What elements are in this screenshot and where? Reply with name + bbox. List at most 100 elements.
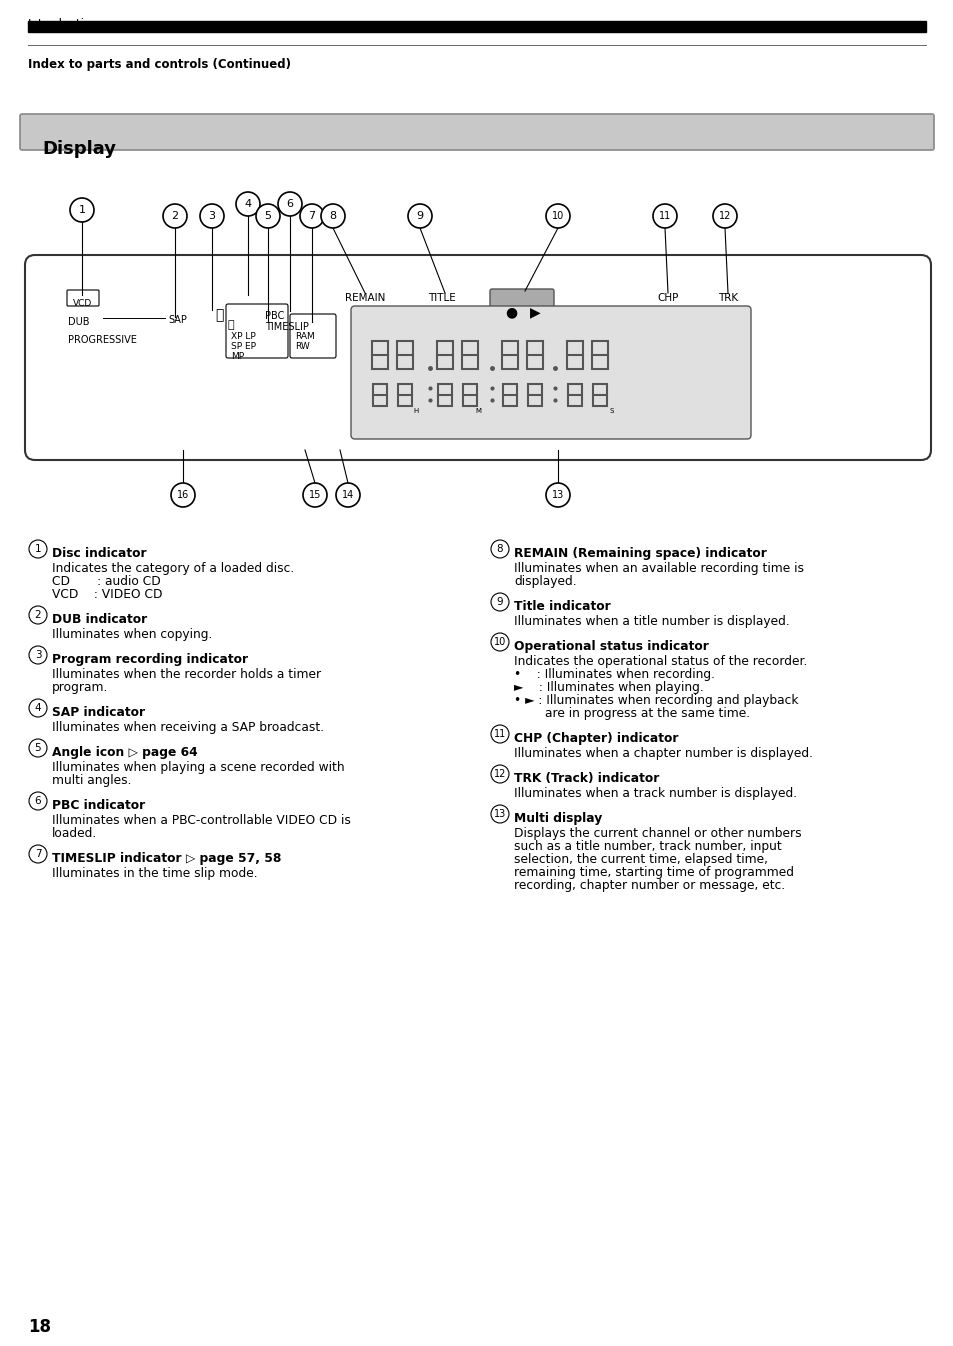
Text: 10: 10 [494, 637, 506, 647]
Text: ⛹: ⛹ [228, 320, 234, 330]
Text: TRK (Track) indicator: TRK (Track) indicator [514, 773, 659, 785]
Text: Indicates the operational status of the recorder.: Indicates the operational status of the … [514, 656, 806, 668]
Text: 10: 10 [551, 211, 563, 221]
Circle shape [299, 205, 324, 227]
Text: selection, the current time, elapsed time,: selection, the current time, elapsed tim… [514, 853, 767, 865]
Circle shape [171, 483, 194, 507]
Circle shape [491, 594, 509, 611]
Text: REMAIN: REMAIN [345, 293, 385, 303]
Circle shape [303, 483, 327, 507]
Text: 9: 9 [416, 211, 423, 221]
Text: 11: 11 [494, 730, 506, 739]
Circle shape [652, 205, 677, 227]
Text: XP LP: XP LP [231, 332, 255, 341]
Text: 5: 5 [264, 211, 272, 221]
Text: 2: 2 [34, 610, 41, 621]
Text: • ► : Illuminates when recording and playback: • ► : Illuminates when recording and pla… [514, 695, 798, 707]
Text: 11: 11 [659, 211, 670, 221]
Text: Illuminates when a track number is displayed.: Illuminates when a track number is displ… [514, 787, 797, 800]
Text: VCD    : VIDEO CD: VCD : VIDEO CD [52, 588, 162, 602]
Text: multi angles.: multi angles. [52, 774, 132, 787]
Text: Angle icon ▷ page 64: Angle icon ▷ page 64 [52, 746, 197, 759]
Text: 9: 9 [497, 598, 503, 607]
Text: Illuminates when a PBC-controllable VIDEO CD is: Illuminates when a PBC-controllable VIDE… [52, 814, 351, 826]
Text: •    : Illuminates when recording.: • : Illuminates when recording. [514, 668, 714, 681]
Text: S: S [609, 408, 614, 415]
Circle shape [29, 791, 47, 810]
Text: REMAIN (Remaining space) indicator: REMAIN (Remaining space) indicator [514, 546, 766, 560]
Circle shape [277, 192, 302, 215]
Text: SP EP: SP EP [231, 342, 255, 351]
Text: 1: 1 [34, 544, 41, 555]
Text: Illuminates when a chapter number is displayed.: Illuminates when a chapter number is dis… [514, 747, 812, 760]
Text: RW: RW [294, 342, 310, 351]
Text: CHP: CHP [657, 293, 678, 303]
Text: Displays the current channel or other numbers: Displays the current channel or other nu… [514, 826, 801, 840]
Circle shape [29, 739, 47, 756]
Text: Illuminates when an available recording time is: Illuminates when an available recording … [514, 563, 803, 575]
Text: 7: 7 [308, 211, 315, 221]
Circle shape [491, 765, 509, 783]
FancyBboxPatch shape [351, 306, 750, 439]
Circle shape [70, 198, 94, 222]
Circle shape [712, 205, 737, 227]
Text: Illuminates in the time slip mode.: Illuminates in the time slip mode. [52, 867, 257, 880]
Circle shape [163, 205, 187, 227]
Text: Multi display: Multi display [514, 812, 601, 825]
Text: 13: 13 [551, 490, 563, 499]
Text: Program recording indicator: Program recording indicator [52, 653, 248, 666]
Text: 8: 8 [497, 544, 503, 555]
Text: M: M [475, 408, 480, 415]
Text: Index to parts and controls (Continued): Index to parts and controls (Continued) [28, 58, 291, 71]
Text: TITLE: TITLE [428, 293, 456, 303]
FancyBboxPatch shape [226, 304, 288, 358]
Text: 4: 4 [34, 703, 41, 713]
Circle shape [200, 205, 224, 227]
Text: Illuminates when the recorder holds a timer: Illuminates when the recorder holds a ti… [52, 668, 321, 681]
Text: Illuminates when receiving a SAP broadcast.: Illuminates when receiving a SAP broadca… [52, 721, 324, 734]
Text: TIMESLIP indicator ▷ page 57, 58: TIMESLIP indicator ▷ page 57, 58 [52, 852, 281, 865]
Text: Operational status indicator: Operational status indicator [514, 639, 708, 653]
Text: CD       : audio CD: CD : audio CD [52, 575, 161, 588]
Text: 1: 1 [78, 205, 86, 215]
Text: Indicates the category of a loaded disc.: Indicates the category of a loaded disc. [52, 563, 294, 575]
Circle shape [255, 205, 280, 227]
Text: 16: 16 [176, 490, 189, 499]
Text: VCD: VCD [73, 299, 92, 308]
Circle shape [491, 540, 509, 559]
Circle shape [545, 205, 569, 227]
Text: Illuminates when playing a scene recorded with: Illuminates when playing a scene recorde… [52, 760, 344, 774]
Text: 13: 13 [494, 809, 506, 818]
FancyBboxPatch shape [25, 254, 930, 460]
Text: are in progress at the same time.: are in progress at the same time. [514, 707, 749, 720]
Text: PBC: PBC [265, 311, 284, 320]
Text: Disc indicator: Disc indicator [52, 546, 147, 560]
FancyBboxPatch shape [67, 289, 99, 306]
Text: 6: 6 [34, 795, 41, 806]
Circle shape [491, 633, 509, 651]
Text: TRK: TRK [718, 293, 738, 303]
Circle shape [29, 540, 47, 559]
Text: 7: 7 [34, 849, 41, 859]
Text: Illuminates when a title number is displayed.: Illuminates when a title number is displ… [514, 615, 789, 629]
Text: ▶: ▶ [530, 306, 540, 319]
Text: PROGRESSIVE: PROGRESSIVE [68, 335, 136, 345]
Circle shape [545, 483, 569, 507]
Text: ●: ● [504, 306, 517, 319]
Text: Illuminates when copying.: Illuminates when copying. [52, 629, 213, 641]
Text: program.: program. [52, 681, 109, 695]
Circle shape [408, 205, 432, 227]
Circle shape [320, 205, 345, 227]
Text: recording, chapter number or message, etc.: recording, chapter number or message, et… [514, 879, 784, 892]
FancyBboxPatch shape [490, 289, 554, 318]
Text: TIMESLIP: TIMESLIP [265, 322, 309, 332]
Text: ►    : Illuminates when playing.: ► : Illuminates when playing. [514, 681, 703, 695]
Circle shape [29, 646, 47, 664]
Text: 2: 2 [172, 211, 178, 221]
Text: SAP indicator: SAP indicator [52, 707, 145, 719]
Text: loaded.: loaded. [52, 826, 97, 840]
Text: such as a title number, track number, input: such as a title number, track number, in… [514, 840, 781, 853]
Circle shape [29, 699, 47, 717]
Text: displayed.: displayed. [514, 575, 576, 588]
Text: MP: MP [231, 353, 244, 361]
